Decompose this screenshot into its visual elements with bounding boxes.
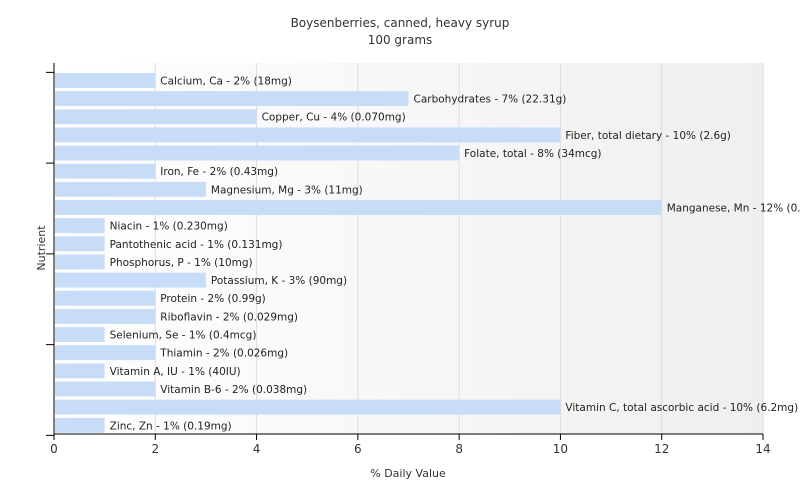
bar-label: Carbohydrates - 7% (22.31g) [414,94,567,106]
bar-label: Folate, total - 8% (34mcg) [464,148,601,160]
bar-label: Selenium, Se - 1% (0.4mcg) [110,330,257,342]
bar-label: Fiber, total dietary - 10% (2.6g) [565,130,730,142]
bar [55,290,156,306]
x-tick-label: 8 [455,442,463,456]
bar [55,363,105,379]
bar-label: Niacin - 1% (0.230mg) [110,221,228,233]
bar [55,91,409,107]
plot-background [54,63,763,434]
x-axis-label: % Daily Value [370,467,446,480]
x-tick-label: 14 [755,442,770,456]
grid [154,63,764,434]
bar [55,218,105,234]
bar [55,381,156,397]
bar-label: Riboflavin - 2% (0.029mg) [160,311,298,323]
bar [55,127,561,143]
x-tick-label: 10 [553,442,568,456]
bar-label: Phosphorus, P - 1% (10mg) [110,257,253,269]
bar-label: Vitamin B-6 - 2% (0.038mg) [160,384,307,396]
bar [55,181,206,197]
bar-label: Iron, Fe - 2% (0.43mg) [160,166,278,178]
bar-label: Thiamin - 2% (0.026mg) [159,348,288,360]
bar [55,399,561,415]
bar [55,73,156,88]
bar [55,200,662,215]
x-tick-label: 0 [50,442,58,456]
bar-label: Vitamin C, total ascorbic acid - 10% (6.… [565,402,798,414]
bar [55,109,257,125]
y-axis-label: Nutrient [35,225,48,271]
bar [55,163,156,179]
axes: 0 2 4 6 8 10 12 14 [46,63,771,456]
bar [55,345,156,361]
x-tick-label: 6 [354,442,362,456]
bar [55,236,105,252]
bar-label: Protein - 2% (0.99g) [160,293,266,305]
chart-subtitle: 100 grams [368,33,433,47]
bars: Calcium, Ca - 2% (18mg) Carbohydrates - 7… [55,73,800,433]
bar-label: Zinc, Zn - 1% (0.19mg) [110,420,232,432]
chart-title: Boysenberries, canned, heavy syrup [291,16,510,30]
bar-label: Copper, Cu - 4% (0.070mg) [262,112,406,124]
bar-label: Calcium, Ca - 2% (18mg) [160,75,292,87]
bar [55,327,105,342]
x-tick-label: 12 [654,442,669,456]
bar-label: Potassium, K - 3% (90mg) [211,275,347,287]
bar-label: Magnesium, Mg - 3% (11mg) [211,184,363,196]
bar [55,254,105,270]
bar [55,145,460,161]
bar [55,417,105,433]
bar [55,272,206,288]
x-tick-label: 4 [253,442,261,456]
bar-label: Vitamin A, IU - 1% (40IU) [110,366,241,378]
bar [55,308,156,324]
x-tick-label: 2 [151,442,159,456]
bar-label: Manganese, Mn - 12% (0.250mg) [667,202,800,214]
bar-label: Pantothenic acid - 1% (0.131mg) [110,239,283,251]
